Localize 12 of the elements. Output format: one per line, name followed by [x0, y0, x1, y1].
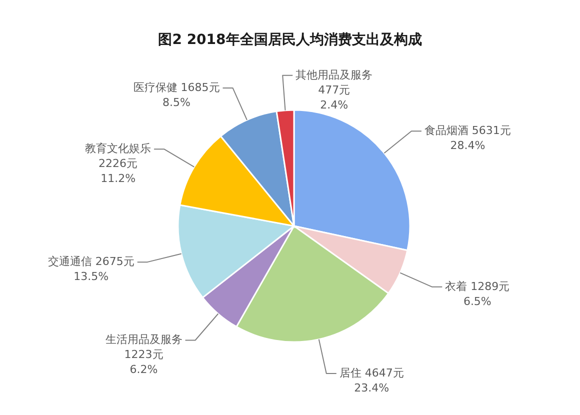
chart-title: 图2 2018年全国居民人均消费支出及构成: [158, 32, 422, 48]
data-label: 1223元 6.2%: [124, 348, 164, 376]
slice-label: 衣着 1289元 6.5%: [445, 280, 510, 308]
data-label: 477元 2.4%: [318, 83, 350, 112]
slice-label: 医疗保健 1685元 8.5%: [133, 80, 220, 109]
slice-label: 食品烟酒 5631元 28.4%: [424, 124, 511, 152]
slice-label: 交通通信 2675元 13.5%: [48, 255, 134, 284]
slice-label: 生活用品及服务: [105, 333, 182, 346]
slice-label: 其他用品及服务: [296, 68, 373, 82]
slice-label: 居住 4647元 23.4%: [339, 366, 404, 394]
data-label: 2226元 11.2%: [98, 157, 138, 186]
slice-label: 教育文化娱乐: [85, 142, 152, 156]
